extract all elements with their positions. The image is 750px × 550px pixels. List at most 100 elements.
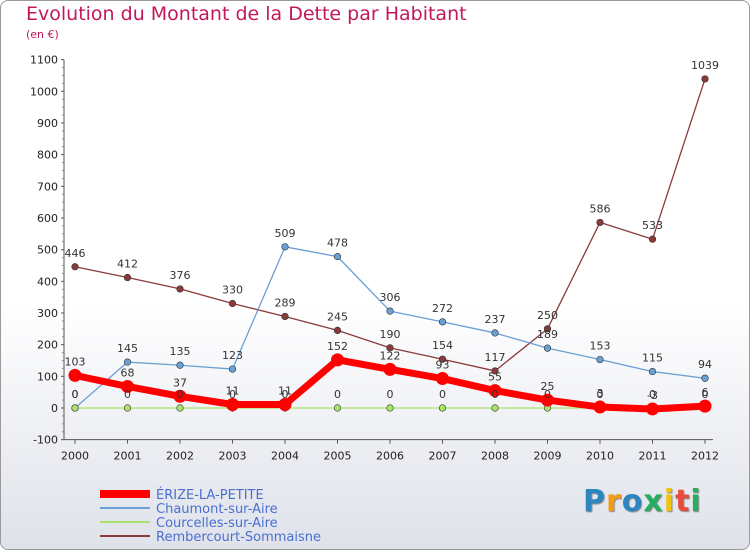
x-tick-label: 2012 xyxy=(691,450,719,463)
data-label: 376 xyxy=(170,269,191,282)
x-tick-label: 2007 xyxy=(429,450,457,463)
data-label: 0 xyxy=(649,388,656,401)
data-point xyxy=(333,253,342,261)
x-tick-label: 2003 xyxy=(219,450,247,463)
data-label: 11 xyxy=(278,385,292,398)
data-point xyxy=(386,307,394,315)
x-tick-label: 2008 xyxy=(481,450,509,463)
data-label: 55 xyxy=(488,371,502,384)
legend-entry: Chaumont-sur-Aire xyxy=(156,502,278,517)
data-label: -3 xyxy=(647,389,658,402)
data-label: 0 xyxy=(597,388,604,401)
data-point xyxy=(648,235,657,243)
data-point xyxy=(698,399,712,413)
data-point xyxy=(123,273,132,282)
data-point xyxy=(491,367,499,375)
x-tick-label: 2005 xyxy=(324,450,352,463)
y-tick-label: 300 xyxy=(37,307,58,320)
data-point xyxy=(383,362,397,376)
logo-letter: o xyxy=(621,484,644,519)
data-label: 306 xyxy=(380,291,401,304)
data-point xyxy=(281,243,289,251)
data-point xyxy=(438,355,447,363)
data-label: 153 xyxy=(590,340,611,353)
data-label: 0 xyxy=(72,388,79,401)
data-point xyxy=(71,263,79,271)
data-point xyxy=(176,404,184,412)
y-tick-label: -100 xyxy=(33,434,58,447)
data-point xyxy=(488,384,502,398)
data-label: 122 xyxy=(380,349,401,362)
legend-entry: Rembercourt-Sommaisne xyxy=(156,530,321,545)
data-label: 94 xyxy=(698,358,712,371)
data-point xyxy=(173,389,187,403)
data-label: 446 xyxy=(65,247,86,260)
x-tick-label: 2002 xyxy=(166,450,194,463)
data-label: 245 xyxy=(327,310,348,323)
data-point xyxy=(543,344,552,352)
data-point xyxy=(438,404,447,412)
data-label: 0 xyxy=(702,388,709,401)
data-label: 115 xyxy=(642,352,663,365)
data-label: 123 xyxy=(222,349,243,362)
data-point xyxy=(436,372,449,386)
data-point xyxy=(333,404,342,412)
logo-letter: t xyxy=(675,484,691,519)
y-tick-label: 600 xyxy=(37,212,58,225)
data-label: 272 xyxy=(432,302,453,315)
data-point xyxy=(543,325,552,333)
x-tick-label: 2001 xyxy=(114,450,142,463)
logo-letter: x xyxy=(643,484,664,519)
data-label: 289 xyxy=(275,296,296,309)
y-tick-label: 700 xyxy=(37,180,58,193)
data-label: 0 xyxy=(72,388,79,401)
y-tick-label: 0 xyxy=(51,402,58,415)
data-label: 0 xyxy=(492,388,499,401)
data-label: 68 xyxy=(121,366,135,379)
data-label: 330 xyxy=(222,283,243,296)
data-label: 11 xyxy=(226,385,240,398)
data-label: 3 xyxy=(597,387,604,400)
x-tick-label: 2004 xyxy=(271,450,299,463)
x-tick-label: 2010 xyxy=(586,450,614,463)
data-label: 103 xyxy=(65,355,86,368)
data-label: 1039 xyxy=(691,59,719,72)
x-tick-label: 2011 xyxy=(639,450,667,463)
logo-letter: r xyxy=(606,484,622,519)
y-tick-label: 200 xyxy=(37,339,58,352)
data-point xyxy=(491,329,499,337)
legend-entry: ÉRIZE-LA-PETITE xyxy=(156,487,264,503)
data-point xyxy=(593,400,607,414)
data-point xyxy=(701,374,709,382)
data-point xyxy=(281,312,289,321)
data-label: 478 xyxy=(327,237,348,250)
x-tick-label: 2006 xyxy=(376,450,404,463)
y-tick-label: 500 xyxy=(37,244,58,257)
data-point xyxy=(331,353,344,367)
x-tick-label: 2009 xyxy=(534,450,562,463)
data-label: 533 xyxy=(642,219,663,232)
data-point xyxy=(121,379,134,393)
data-label: 189 xyxy=(537,328,558,341)
data-point xyxy=(68,368,82,382)
data-label: 0 xyxy=(124,388,131,401)
data-label: 0 xyxy=(334,388,341,401)
data-label: 145 xyxy=(117,342,138,355)
data-label: 25 xyxy=(541,380,555,393)
data-point xyxy=(176,361,184,369)
y-tick-label: 100 xyxy=(37,370,58,383)
data-label: 37 xyxy=(173,376,187,389)
data-label: 0 xyxy=(282,388,289,401)
y-tick-label: 900 xyxy=(37,117,58,130)
data-point xyxy=(176,285,184,293)
data-point xyxy=(701,75,709,83)
data-point xyxy=(278,398,292,412)
data-label: 6 xyxy=(702,386,709,399)
data-point xyxy=(648,367,657,376)
data-label: 0 xyxy=(439,388,446,401)
data-point xyxy=(386,404,394,412)
data-point xyxy=(226,398,239,412)
legend-entry: Courcelles-sur-Aire xyxy=(156,516,278,531)
data-label: 412 xyxy=(117,258,138,271)
